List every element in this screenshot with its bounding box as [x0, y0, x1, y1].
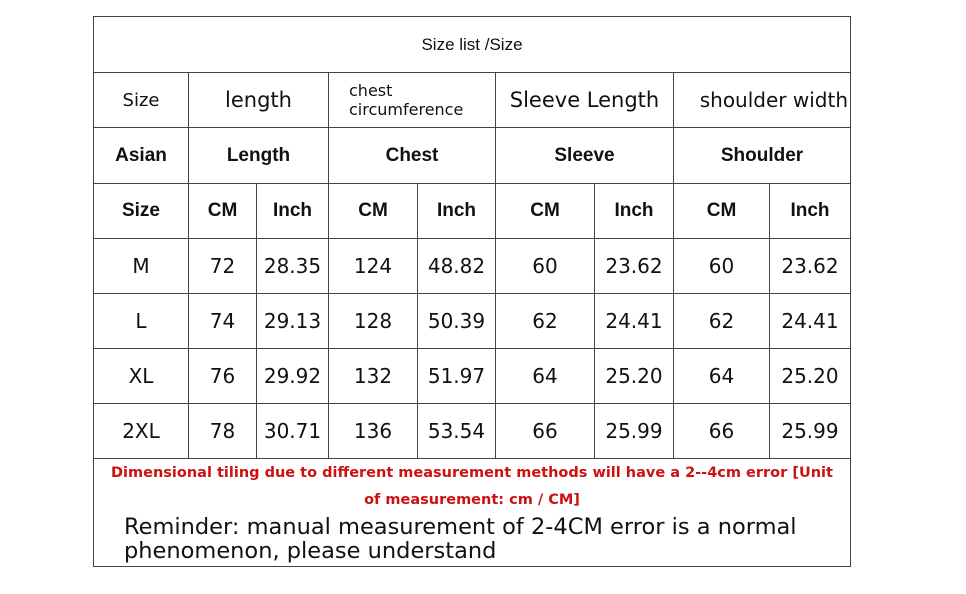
data-cell: 24.41	[594, 293, 674, 349]
table-body: Size list /Size Size length chest circumfer…	[93, 16, 851, 567]
table-row: Size list /Size	[93, 16, 851, 73]
header-cell: chest circumference	[328, 72, 496, 128]
data-cell: 66	[673, 403, 770, 459]
table-row: M 72 28.35 124 48.82 60 23.62 60 23.62	[93, 238, 851, 294]
data-cell: 72	[188, 238, 257, 294]
data-cell: 25.99	[769, 403, 851, 459]
header-cell: CM	[188, 183, 257, 239]
data-cell: 29.13	[256, 293, 329, 349]
data-cell: L	[93, 293, 189, 349]
data-cell: 25.20	[594, 348, 674, 404]
error-note: Dimensional tiling due to different meas…	[111, 465, 833, 508]
data-cell: 76	[188, 348, 257, 404]
data-cell: 132	[328, 348, 418, 404]
header-cell: Inch	[769, 183, 851, 239]
reminder: Reminder: manual measurement of 2-4CM er…	[124, 514, 797, 564]
data-cell: XL	[93, 348, 189, 404]
data-cell: 53.54	[417, 403, 496, 459]
header-cell: length	[188, 72, 329, 128]
data-cell: 136	[328, 403, 418, 459]
data-cell: 64	[673, 348, 770, 404]
header-cell: Inch	[594, 183, 674, 239]
header-cell: Sleeve Length	[495, 72, 674, 128]
data-cell: 124	[328, 238, 418, 294]
table-row: Dimensional tiling due to different meas…	[93, 458, 851, 567]
data-cell: 62	[673, 293, 770, 349]
data-cell: 62	[495, 293, 595, 349]
footer-cell: Dimensional tiling due to different meas…	[93, 458, 851, 567]
table-row: Size CM Inch CM Inch CM Inch CM Inch	[93, 183, 851, 239]
table-row: Asian Length Chest Sleeve Shoulder	[93, 127, 851, 184]
data-cell: 60	[495, 238, 595, 294]
data-cell: 2XL	[93, 403, 189, 459]
data-cell: M	[93, 238, 189, 294]
table-title: Size list /Size	[93, 16, 851, 73]
header-cell: CM	[495, 183, 595, 239]
table-row: Size length chest circumference Sleeve Leng…	[93, 72, 851, 128]
header-cell: Chest	[328, 127, 496, 184]
table-row: L 74 29.13 128 50.39 62 24.41 62 24.41	[93, 293, 851, 349]
header-cell: Sleeve	[495, 127, 674, 184]
table-row: XL 76 29.92 132 51.97 64 25.20 64 25.20	[93, 348, 851, 404]
data-cell: 74	[188, 293, 257, 349]
header-cell: CM	[673, 183, 770, 239]
data-cell: 24.41	[769, 293, 851, 349]
data-cell: 50.39	[417, 293, 496, 349]
header-cell: Asian	[93, 127, 189, 184]
header-cell: Shoulder	[673, 127, 851, 184]
data-cell: 30.71	[256, 403, 329, 459]
data-cell: 25.20	[769, 348, 851, 404]
data-cell: 28.35	[256, 238, 329, 294]
header-cell: Length	[188, 127, 329, 184]
data-cell: 128	[328, 293, 418, 349]
header-cell: Size	[93, 72, 189, 128]
header-cell: Inch	[417, 183, 496, 239]
data-cell: 78	[188, 403, 257, 459]
header-cell: CM	[328, 183, 418, 239]
data-cell: 29.92	[256, 348, 329, 404]
data-cell: 48.82	[417, 238, 496, 294]
size-table: Size list /Size Size length chest circumfer…	[93, 16, 851, 567]
data-cell: 51.97	[417, 348, 496, 404]
data-cell: 60	[673, 238, 770, 294]
header-cell: Inch	[256, 183, 329, 239]
data-cell: 66	[495, 403, 595, 459]
table-row: 2XL 78 30.71 136 53.54 66 25.99 66 25.99	[93, 403, 851, 459]
data-cell: 64	[495, 348, 595, 404]
data-cell: 25.99	[594, 403, 674, 459]
header-cell: shoulder width	[673, 72, 851, 128]
header-cell: Size	[93, 183, 189, 239]
data-cell: 23.62	[594, 238, 674, 294]
data-cell: 23.62	[769, 238, 851, 294]
